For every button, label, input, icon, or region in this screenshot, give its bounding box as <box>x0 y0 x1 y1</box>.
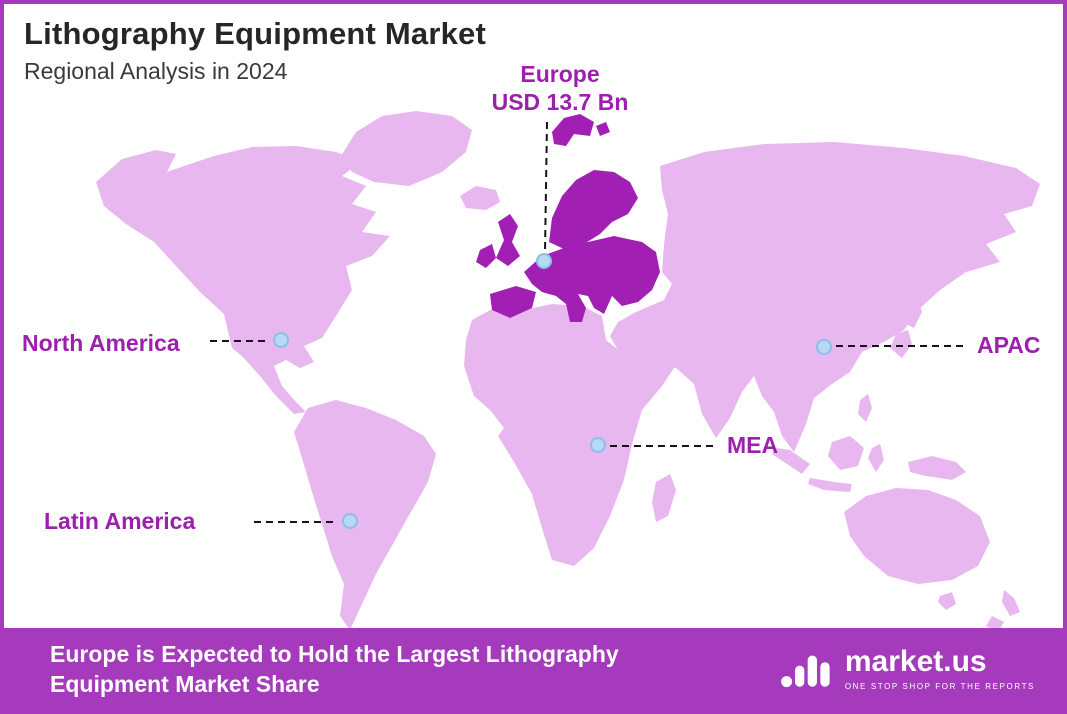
map-markers <box>273 253 832 529</box>
continent-asia <box>610 142 1040 452</box>
region-svalbard <box>552 114 594 146</box>
region-great-britain <box>496 214 520 266</box>
brand-block: market.us ONE STOP SHOP FOR THE REPORTS <box>779 642 1035 696</box>
island-java <box>808 478 852 492</box>
world-map <box>96 111 1040 632</box>
region-label-north-america: North America <box>22 330 180 356</box>
island-sumatra <box>772 448 810 474</box>
map-marker-europe <box>536 253 552 269</box>
island-sulawesi <box>868 444 884 472</box>
map-marker-apac <box>816 339 832 355</box>
island-tasmania <box>938 592 956 610</box>
island-iceland <box>460 186 500 210</box>
region-europe-mainland <box>524 236 660 322</box>
continent-greenland <box>341 111 472 186</box>
island-borneo <box>828 436 864 470</box>
island-japan-north <box>902 298 922 328</box>
island-madagascar <box>652 474 676 522</box>
island-new-guinea <box>908 456 966 480</box>
island-philippines <box>858 394 872 422</box>
brand-tagline: ONE STOP SHOP FOR THE REPORTS <box>844 682 1035 691</box>
land-group <box>96 111 1040 632</box>
leader-line-europe <box>544 121 548 253</box>
region-scandinavia <box>549 170 638 250</box>
europe-label-value: USD 13.7 Bn <box>491 89 629 116</box>
page-subtitle: Regional Analysis in 2024 <box>24 58 288 84</box>
region-label-mea: MEA <box>727 432 779 458</box>
page-title: Lithography Equipment Market <box>24 16 487 51</box>
continent-north-america <box>96 146 390 414</box>
island-new-zealand-north <box>1002 590 1020 616</box>
header: Lithography Equipment Market Regional An… <box>24 16 486 85</box>
map-marker-mea <box>590 437 606 453</box>
market-us-logo-icon <box>780 655 830 688</box>
continent-australia <box>844 488 990 584</box>
continent-south-america <box>294 400 436 630</box>
map-marker-latin-america <box>342 513 358 529</box>
continent-africa <box>464 304 682 566</box>
footer-banner: Europe is Expected to Hold the Largest L… <box>4 628 1063 710</box>
europe-highlight-group <box>476 114 660 322</box>
region-svalbard-east <box>596 122 610 136</box>
island-japan-south <box>890 330 912 358</box>
region-ireland <box>476 244 496 268</box>
banner-line1: Europe is Expected to Hold the Largest L… <box>50 640 619 667</box>
region-label-europe: Europe USD 13.7 Bn <box>474 60 646 116</box>
region-iberia <box>490 286 536 318</box>
europe-label-name: Europe <box>520 61 600 87</box>
brand-text: market.us ONE STOP SHOP FOR THE REPORTS <box>844 645 1035 692</box>
region-label-latin-america: Latin America <box>44 508 196 534</box>
region-label-apac: APAC <box>977 332 1041 358</box>
brand-name: market.us <box>844 645 987 678</box>
banner-line2: Equipment Market Share <box>50 671 320 697</box>
leader-lines <box>210 121 964 523</box>
map-marker-north-america <box>273 332 289 348</box>
banner-text: Europe is Expected to Hold the Largest L… <box>50 639 619 700</box>
